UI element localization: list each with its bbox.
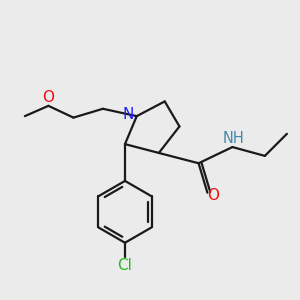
Text: Cl: Cl [118, 258, 132, 273]
Text: O: O [42, 90, 54, 105]
Text: N: N [123, 107, 134, 122]
Text: O: O [207, 188, 219, 203]
Text: NH: NH [222, 131, 244, 146]
